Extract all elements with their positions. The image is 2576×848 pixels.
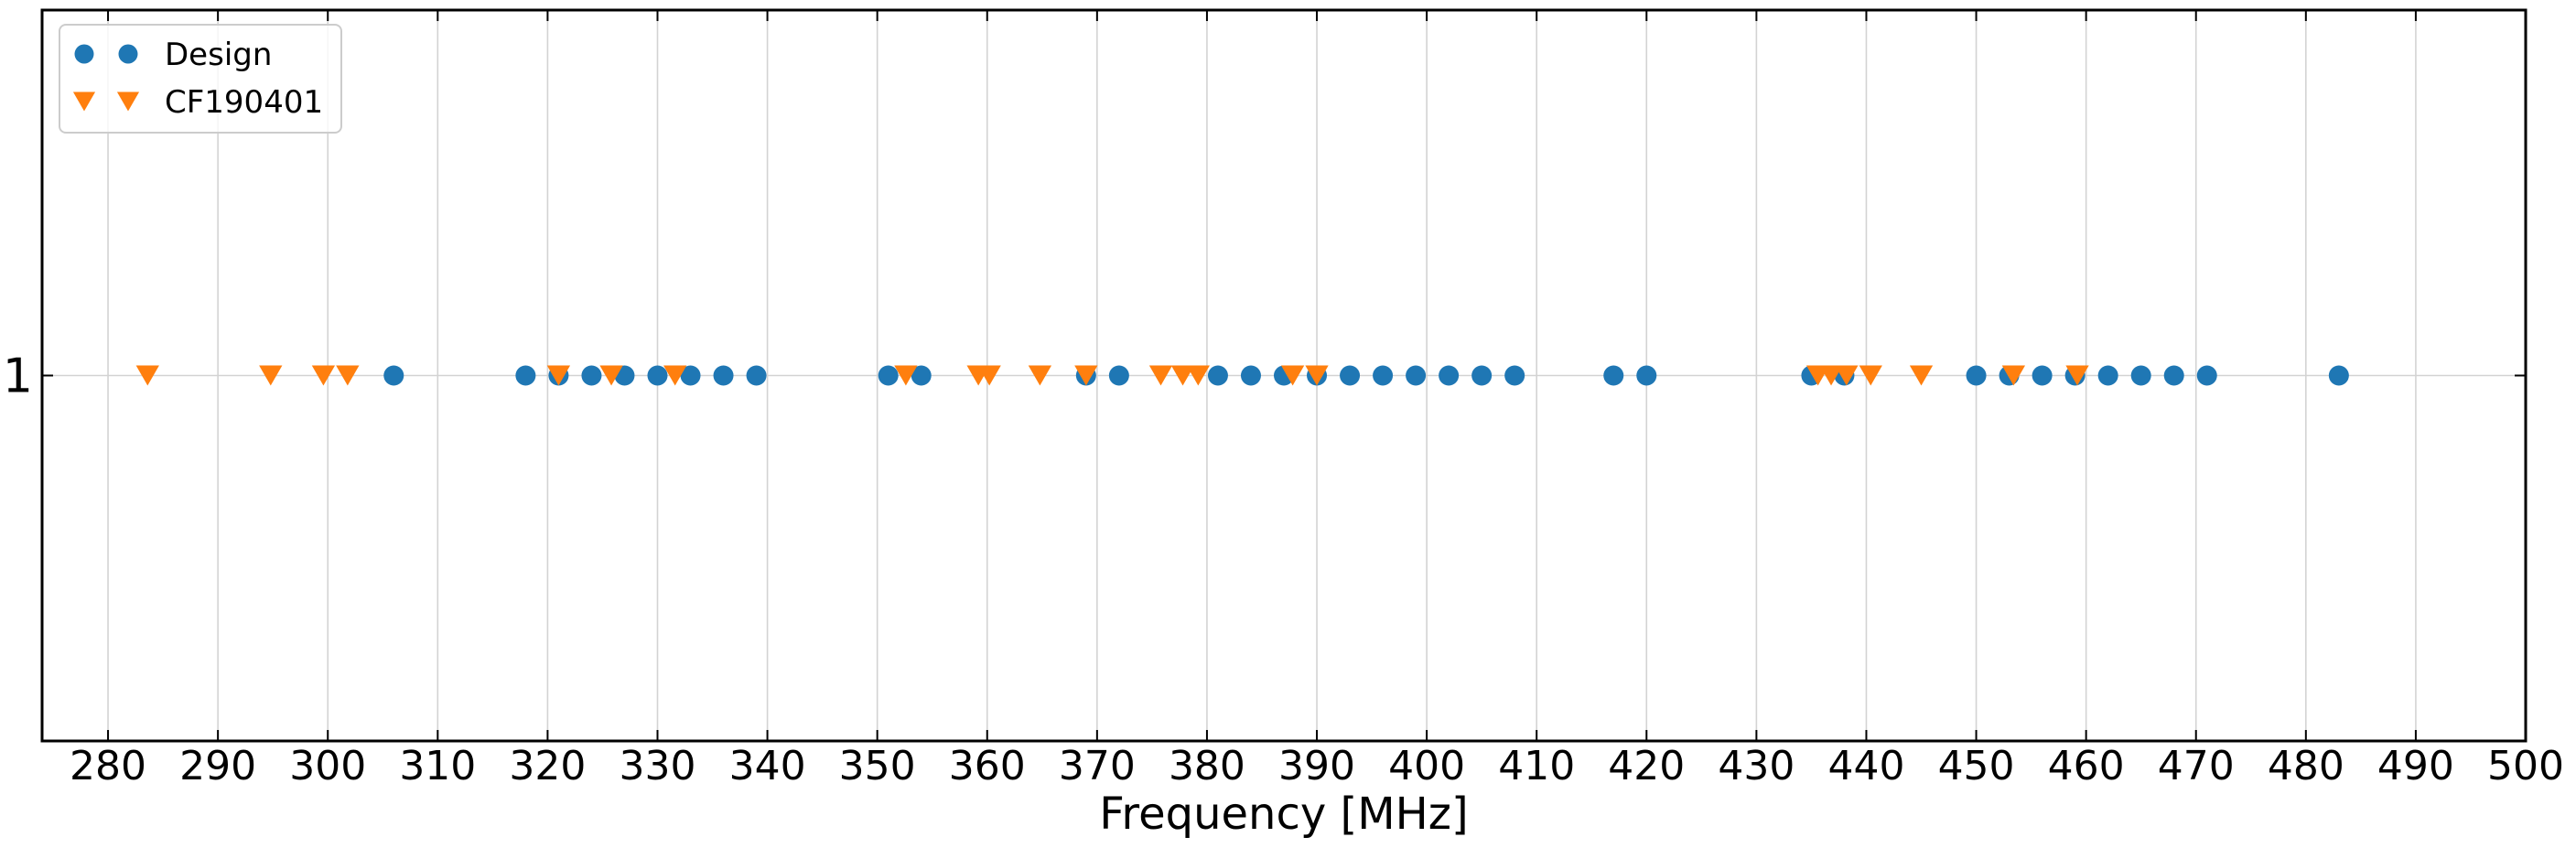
- data-point: [1636, 365, 1657, 386]
- y-tick-label: 1: [3, 349, 33, 404]
- x-tick-label: 320: [509, 743, 586, 789]
- x-tick-label: 330: [620, 743, 696, 789]
- data-point: [1859, 365, 1882, 386]
- data-point: [1603, 365, 1624, 386]
- data-point: [546, 365, 571, 386]
- x-tick-label: 370: [1059, 743, 1136, 789]
- x-tick-label: 400: [1388, 743, 1465, 789]
- legend-marker: [72, 91, 96, 112]
- x-tick-label: 420: [1608, 743, 1685, 789]
- x-tick-label: 310: [399, 743, 476, 789]
- x-tick-label: 460: [2048, 743, 2125, 789]
- data-point: [1439, 365, 1460, 386]
- data-point: [2001, 365, 2026, 386]
- data-point: [581, 365, 602, 386]
- x-tick-label: 360: [949, 743, 1026, 789]
- x-tick-label: 290: [179, 743, 256, 789]
- data-point: [135, 365, 159, 386]
- data-point: [1340, 365, 1361, 386]
- data-point: [1240, 365, 1261, 386]
- data-point: [2032, 365, 2053, 386]
- ticks-layer: 280 290 300 310 320 330 340 350 360 370 380 390 400 4…: [3, 10, 2564, 789]
- data-point: [383, 365, 404, 386]
- data-point: [2196, 365, 2217, 386]
- data-point: [894, 365, 918, 386]
- x-tick-label: 380: [1169, 743, 1245, 789]
- data-point: [1186, 365, 1210, 386]
- x-tick-label: 300: [289, 743, 366, 789]
- data-point: [1148, 365, 1173, 386]
- data-point: [680, 365, 701, 386]
- x-tick-label: 490: [2377, 743, 2454, 789]
- data-point: [1280, 365, 1305, 386]
- data-point: [1966, 365, 1987, 386]
- x-tick-label: 350: [839, 743, 916, 789]
- data-point: [1028, 365, 1052, 386]
- x-tick-label: 410: [1498, 743, 1575, 789]
- data-point: [713, 365, 734, 386]
- x-axis-title: Frequency [MHz]: [1099, 789, 1468, 840]
- data-point: [911, 365, 932, 386]
- data-point: [1170, 365, 1195, 386]
- legend-label: CF190401: [165, 84, 323, 121]
- data-point: [1305, 365, 1329, 386]
- legend-entries: Design CF190401: [72, 37, 323, 121]
- data-point: [2328, 365, 2349, 386]
- x-tick-label: 430: [1718, 743, 1795, 789]
- data-point: [878, 365, 899, 386]
- data-point: [1108, 365, 1129, 386]
- x-tick-label: 440: [1827, 743, 1904, 789]
- marks-layer: [135, 365, 2349, 386]
- data-point: [1406, 365, 1427, 386]
- data-point: [1074, 365, 1098, 386]
- data-point: [977, 365, 1001, 386]
- legend-label: Design: [165, 37, 272, 73]
- data-point: [259, 365, 283, 386]
- data-point: [515, 365, 536, 386]
- data-point: [746, 365, 767, 386]
- x-tick-label: 500: [2487, 743, 2564, 789]
- data-point: [1909, 365, 1934, 386]
- legend-marker: [118, 44, 138, 64]
- data-point: [663, 365, 687, 386]
- x-tick-label: 390: [1278, 743, 1355, 789]
- data-point: [1504, 365, 1525, 386]
- x-tick-label: 480: [2268, 743, 2344, 789]
- data-point: [1373, 365, 1394, 386]
- data-point: [2065, 365, 2089, 386]
- data-point: [1835, 365, 1859, 386]
- data-point: [1471, 365, 1493, 386]
- legend-marker: [74, 44, 94, 64]
- legend-marker: [116, 91, 140, 112]
- data-point: [599, 365, 623, 386]
- data-point: [2097, 365, 2118, 386]
- data-point: [2163, 365, 2184, 386]
- data-point: [336, 365, 360, 386]
- data-point: [311, 365, 336, 386]
- data-point: [1207, 365, 1228, 386]
- legend: Design CF190401: [59, 24, 342, 134]
- data-point: [647, 365, 668, 386]
- data-point: [2130, 365, 2151, 386]
- x-tick-label: 470: [2158, 743, 2235, 789]
- x-tick-label: 280: [70, 743, 146, 789]
- series-cf190401: [135, 365, 2089, 386]
- x-tick-label: 340: [729, 743, 806, 789]
- data-point: [1819, 365, 1843, 386]
- x-tick-label: 450: [1938, 743, 2015, 789]
